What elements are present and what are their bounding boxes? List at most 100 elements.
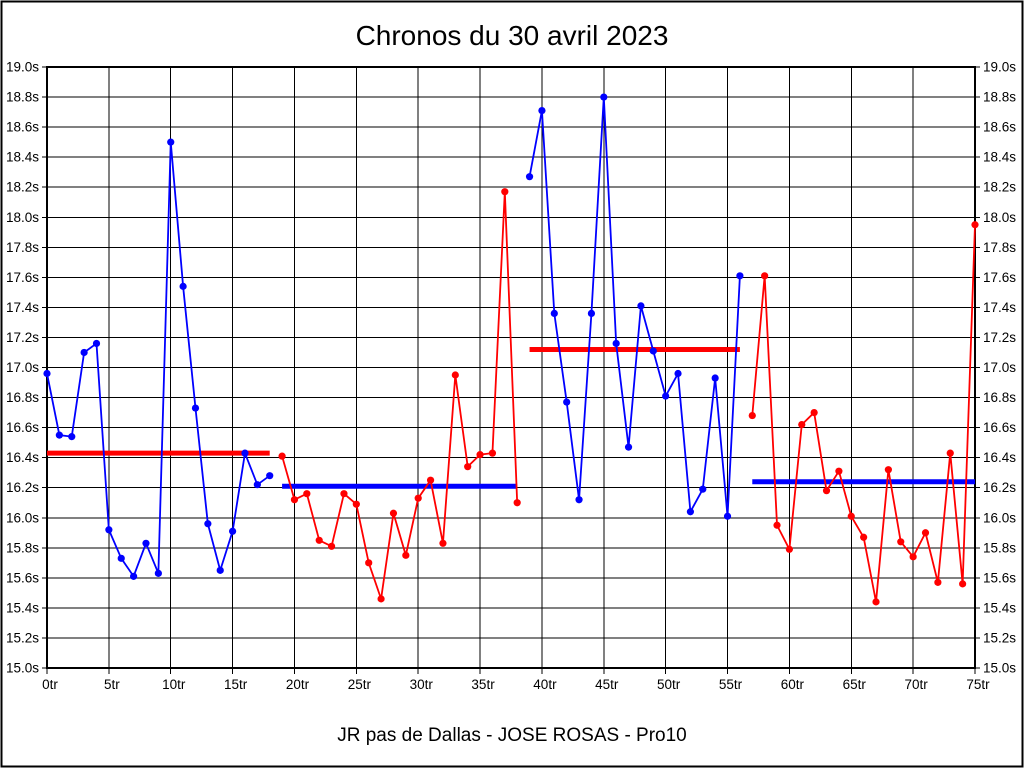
data-point xyxy=(142,539,150,547)
x-axis-label: 25tr xyxy=(348,677,372,692)
x-axis-label: 15tr xyxy=(224,677,248,692)
y-axis-label-left: 16.6s xyxy=(6,420,39,435)
data-point xyxy=(105,526,113,534)
data-point xyxy=(761,272,769,280)
data-point xyxy=(451,371,459,379)
data-point xyxy=(773,521,781,529)
data-point xyxy=(55,431,63,439)
y-axis-label-right: 19.0s xyxy=(983,60,1016,75)
y-axis-label-right: 17.6s xyxy=(983,270,1016,285)
y-axis-label-right: 15.2s xyxy=(983,630,1016,645)
x-axis-label: 10tr xyxy=(162,677,186,692)
data-point xyxy=(785,545,794,553)
data-point xyxy=(204,520,212,528)
plot-border xyxy=(46,66,976,669)
data-point xyxy=(587,309,596,318)
data-point xyxy=(216,566,224,574)
data-point xyxy=(550,309,558,318)
y-axis-label-right: 15.4s xyxy=(983,600,1016,615)
axis-ticks xyxy=(42,66,980,674)
data-point xyxy=(971,221,979,229)
y-axis-label-left: 15.0s xyxy=(6,661,39,676)
stint-4-red xyxy=(748,221,979,606)
data-point xyxy=(723,512,732,520)
data-point xyxy=(476,451,484,459)
data-point xyxy=(389,509,398,517)
x-axis-label: 60tr xyxy=(781,677,805,692)
y-axis-label-left: 16.8s xyxy=(6,390,39,405)
x-axis-label: 50tr xyxy=(657,677,681,692)
x-axis-label: 40tr xyxy=(533,677,557,692)
y-axis-label-right: 16.6s xyxy=(983,420,1016,435)
x-axis-label: 5tr xyxy=(104,677,120,692)
y-axis-label-right: 16.2s xyxy=(983,480,1016,495)
x-axis-label: 75tr xyxy=(966,677,990,692)
y-axis-label-left: 18.8s xyxy=(6,90,39,105)
data-point xyxy=(847,512,855,520)
data-point xyxy=(352,500,360,508)
y-axis-label-right: 18.4s xyxy=(983,150,1016,165)
data-point xyxy=(43,369,51,378)
y-axis-label-left: 18.0s xyxy=(6,210,39,225)
y-axis-label-right: 18.2s xyxy=(983,180,1016,195)
data-point xyxy=(191,404,200,412)
y-axis-label-left: 17.0s xyxy=(6,360,39,375)
data-point xyxy=(798,420,806,429)
y-axis-label-left: 18.2s xyxy=(6,180,39,195)
y-axis-label-right: 15.6s xyxy=(983,570,1016,585)
y-axis-label-right: 16.8s xyxy=(983,390,1016,405)
stint-4-red-line xyxy=(751,224,976,603)
data-point xyxy=(229,527,237,535)
data-point xyxy=(563,398,571,406)
data-point xyxy=(822,487,831,495)
data-point xyxy=(241,449,249,457)
data-point xyxy=(80,348,88,357)
axis-labels: 19.0s 19.0s 18.8s 18.8s 18.6s 18.6s 18.4s 18.4s… xyxy=(6,60,1016,693)
data-point xyxy=(414,494,422,502)
data-point xyxy=(92,339,101,348)
y-axis-label-left: 17.2s xyxy=(6,330,39,345)
data-point xyxy=(934,578,942,586)
data-point xyxy=(253,481,261,489)
plot-area: 19.0s 19.0s 18.8s 18.8s 18.6s 18.6s 18.4s 18.4s… xyxy=(6,60,1016,693)
x-axis-label: 55tr xyxy=(719,677,743,692)
data-point xyxy=(117,554,125,562)
y-axis-label-left: 16.2s xyxy=(6,480,39,495)
data-point xyxy=(439,539,447,547)
x-axis-label: 45tr xyxy=(595,677,619,692)
data-point xyxy=(488,449,497,457)
data-point xyxy=(686,508,695,516)
data-point xyxy=(600,93,608,101)
data-point xyxy=(340,490,348,498)
x-axis-label: 35tr xyxy=(471,677,495,692)
data-point xyxy=(278,452,286,460)
y-axis-label-right: 15.0s xyxy=(983,661,1016,676)
data-point xyxy=(946,449,954,457)
data-point xyxy=(959,580,967,588)
stint-1-blue xyxy=(43,138,274,580)
y-axis-label-left: 18.4s xyxy=(6,150,39,165)
data-point xyxy=(266,472,274,480)
y-axis-label-right: 18.0s xyxy=(983,210,1016,225)
y-axis-label-left: 16.4s xyxy=(6,450,39,465)
stint-2-red xyxy=(278,188,521,603)
x-axis-label: 30tr xyxy=(410,677,434,692)
data-point xyxy=(365,559,373,567)
y-axis-label-left: 16.0s xyxy=(6,510,39,525)
y-axis-label-right: 15.8s xyxy=(983,540,1016,555)
y-axis-label-right: 17.0s xyxy=(983,360,1016,375)
data-point xyxy=(426,476,435,484)
data-point xyxy=(674,369,682,378)
y-axis-label-left: 17.4s xyxy=(6,300,39,315)
y-axis-label-left: 19.0s xyxy=(6,60,39,75)
y-axis-label-left: 17.8s xyxy=(6,240,39,255)
data-point xyxy=(662,392,670,400)
data-point xyxy=(624,443,633,451)
data-point xyxy=(860,533,868,541)
y-axis-label-left: 15.4s xyxy=(6,600,39,615)
chart-footer: JR pas de Dallas - JOSE ROSAS - Pro10 xyxy=(337,725,687,746)
data-point xyxy=(464,463,472,471)
x-axis-label: 0tr xyxy=(42,677,58,692)
